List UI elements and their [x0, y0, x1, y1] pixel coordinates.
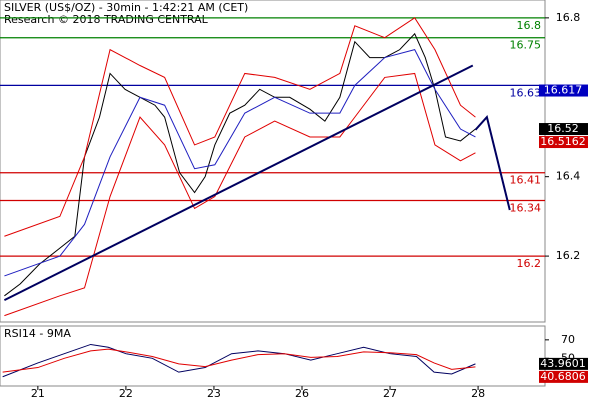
- x-tick-label: 22: [119, 387, 133, 400]
- y-tick-label: 70: [561, 333, 575, 346]
- series-line: [4, 72, 476, 317]
- x-tick-label: 21: [31, 387, 45, 400]
- level-label: 16.2: [517, 257, 542, 270]
- x-tick-label: 28: [471, 387, 485, 400]
- x-tick-label: 23: [207, 387, 221, 400]
- series-line: [4, 32, 476, 297]
- value-box: [539, 370, 588, 383]
- value-box: [539, 84, 588, 97]
- series-line: [2, 343, 476, 378]
- level-label: 16.41: [510, 174, 542, 187]
- y-tick-label: 16.4: [556, 170, 581, 183]
- value-box-label: 16.617: [544, 84, 583, 97]
- y-tick-label: 16.2: [556, 249, 581, 262]
- value-box-label: 40.6806: [540, 370, 586, 383]
- y-tick-label: 16.8: [556, 11, 581, 24]
- value-box-label: 43.9601: [540, 357, 586, 370]
- chart-title: SILVER (US$/OZ) - 30min - 1:42:21 AM (CE…: [4, 1, 248, 14]
- series-line: [2, 348, 476, 373]
- series-line: [474, 115, 511, 211]
- x-tick-label: 26: [295, 387, 309, 400]
- level-label: 16.8: [517, 19, 542, 32]
- level-label: 16.34: [510, 202, 542, 215]
- rsi-title: RSI14 - 9MA: [4, 327, 71, 340]
- series-line: [4, 49, 476, 277]
- main-panel: [0, 0, 546, 323]
- value-box: [539, 136, 588, 149]
- value-box: [539, 357, 588, 370]
- value-box-label: 16.52: [547, 122, 579, 135]
- value-box-label: 16.5162: [540, 135, 586, 148]
- level-label: 16.63: [510, 86, 542, 99]
- x-tick-label: 27: [383, 387, 397, 400]
- series-line: [4, 17, 476, 237]
- rsi-panel: [0, 325, 546, 387]
- value-box: [539, 123, 588, 136]
- chart-subtitle: Research © 2018 TRADING CENTRAL: [4, 13, 209, 26]
- level-label: 16.75: [510, 39, 542, 52]
- series-line: [3, 64, 474, 302]
